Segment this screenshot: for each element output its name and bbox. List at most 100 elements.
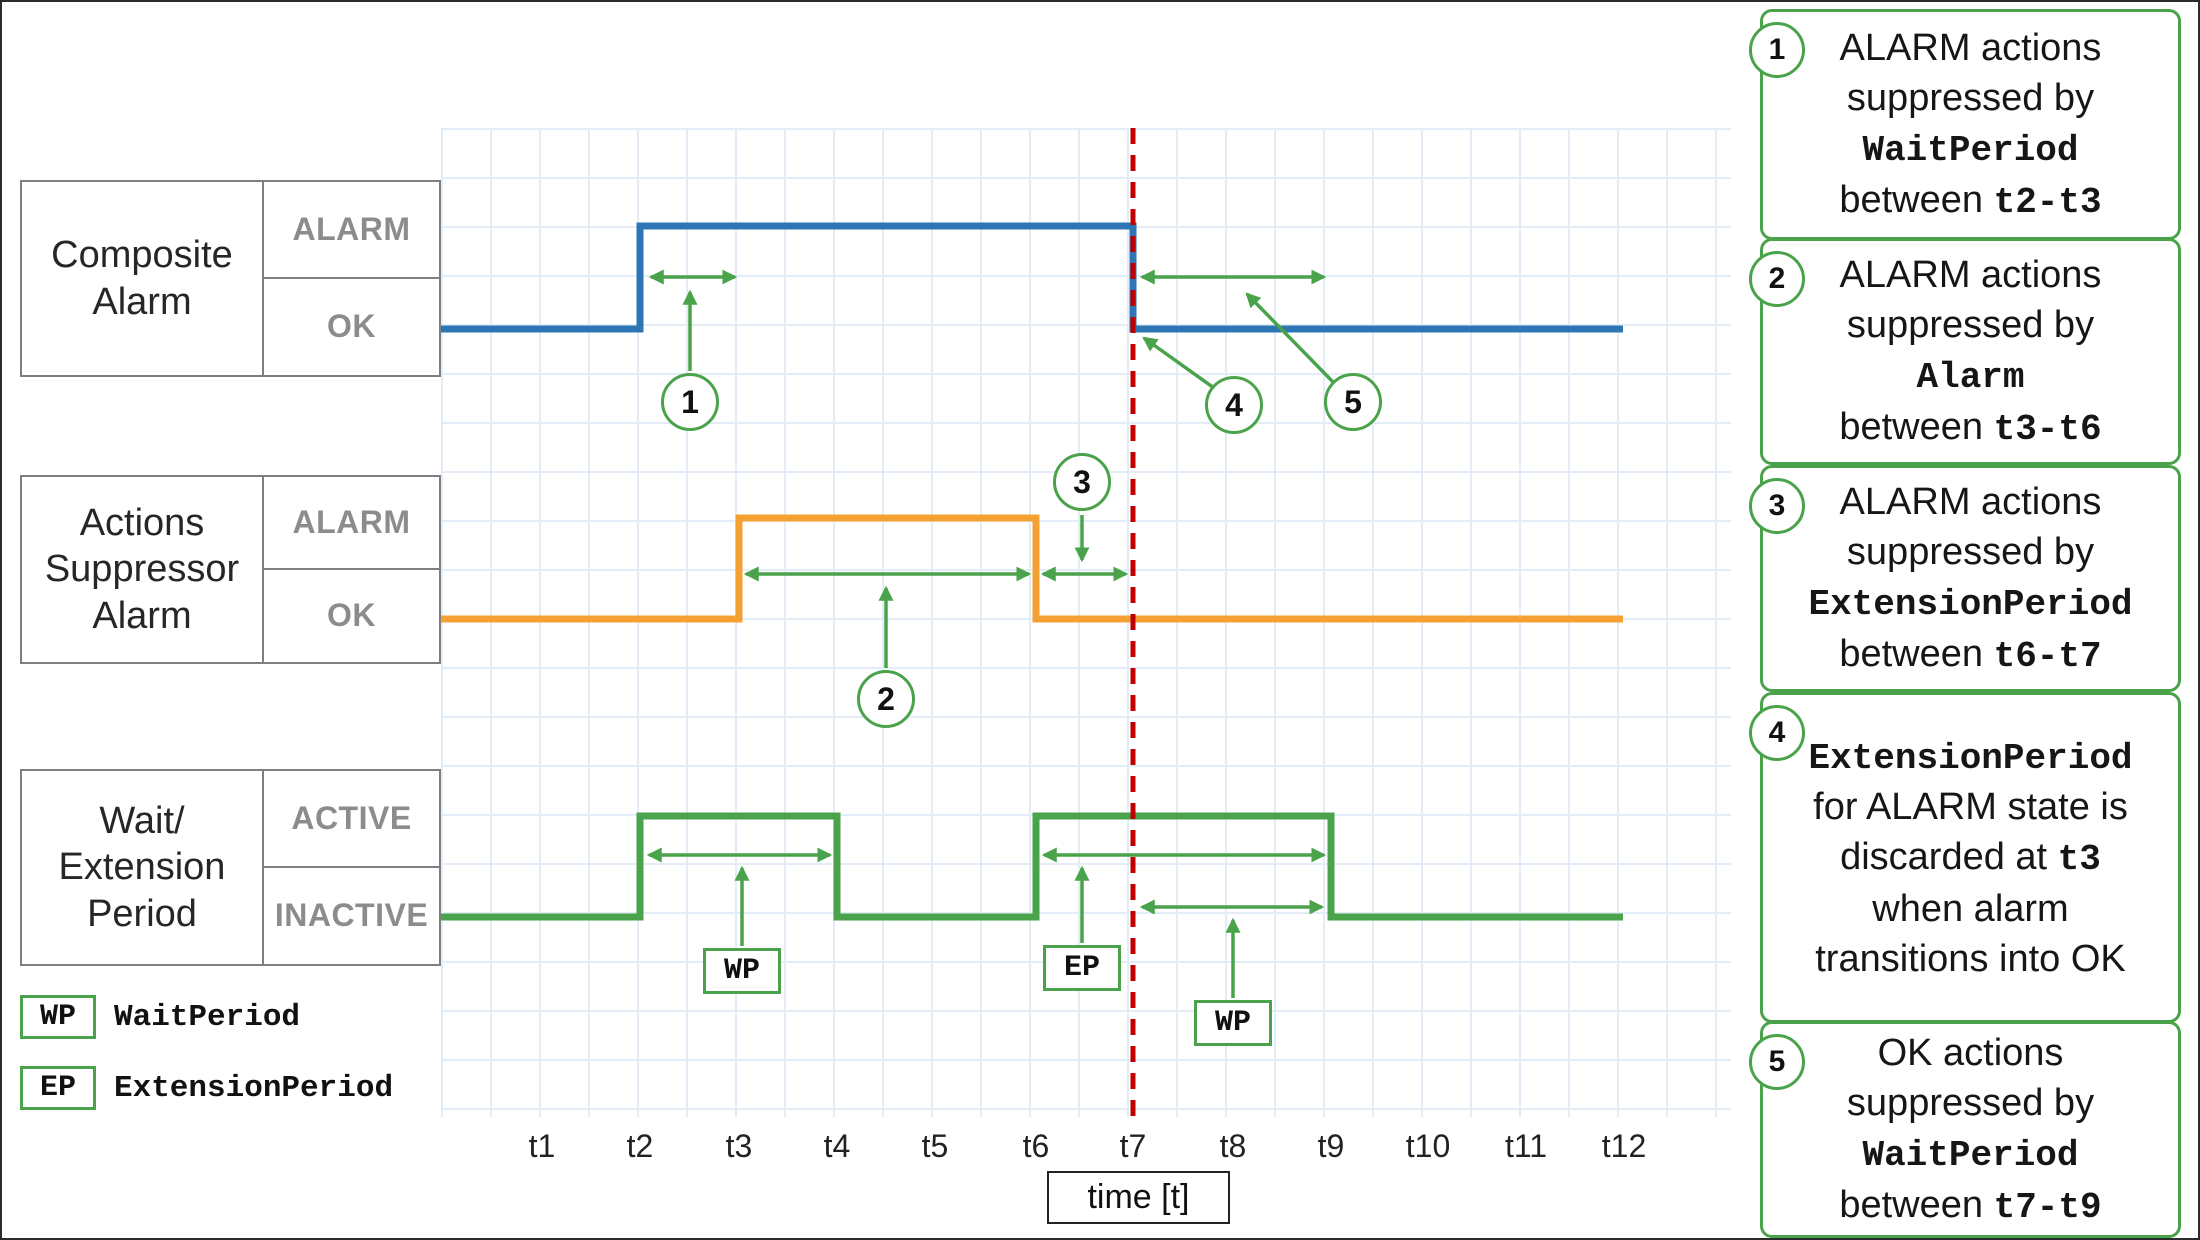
note-line: transitions into OK [1777,934,2164,984]
note-text: between [1839,405,1994,448]
axis-tick: t8 [1219,1128,1247,1164]
note-text: ALARM actions [1839,26,2102,69]
state-label-ok: OK [327,308,376,345]
note-5-number: 5 [1749,1034,1805,1090]
note-1-text: ALARM actions suppressed by WaitPeriod betw… [1777,23,2164,226]
axis-tick: t4 [823,1128,851,1164]
note-text: between [1839,178,1994,221]
note-line: suppressed by [1777,73,2164,123]
state-label-ok: OK [327,597,376,634]
note-text-mono: t6-t7 [1993,635,2102,677]
note-text-mono: WaitPeriod [1862,1135,2079,1177]
note-text: discarded at [1840,836,2058,879]
note-text: when alarm [1872,887,2069,930]
composite-alarm-trace [441,222,1623,333]
note-2-text: ALARM actions suppressed by Alarm between t… [1777,250,2164,453]
axis-tick: t3 [725,1128,753,1164]
note-text-mono: t2-t3 [1993,181,2102,223]
legend-ep-key: EP [20,1066,96,1110]
axis-tick: t2 [626,1128,654,1164]
note-text-mono: Alarm [1916,357,2025,399]
note-text: between [1839,1183,1994,1226]
note-line: suppressed by [1777,300,2164,350]
note-line: WaitPeriod [1777,123,2164,175]
note-line: between t2-t3 [1777,175,2164,227]
note-text-mono: t3-t6 [1993,408,2102,450]
note-text: suppressed by [1846,1081,2095,1124]
note-3-text: ALARM actions suppressed by ExtensionPerio… [1777,477,2164,680]
note-4-number: 4 [1749,705,1805,761]
note-line: ExtensionPeriod [1777,731,2164,783]
axis-tick: t9 [1317,1128,1345,1164]
note-text-mono: t7-t9 [1993,1186,2102,1228]
note-text: suppressed by [1846,530,2095,573]
callout-circle-3: 3 [1053,453,1111,511]
ep-tag: EP [1043,945,1121,991]
wp-tag-1: WP [703,948,781,994]
note-1-number: 1 [1749,22,1805,78]
pointer-from-circle-5 [1245,292,1335,384]
note-line: suppressed by [1777,527,2164,577]
note-5: 5 OK actions suppressed by WaitPeriod betwe… [1749,1021,2181,1238]
note-line: for ALARM state is [1777,782,2164,832]
row-label-wait-extension-period: Wait/ Extension Period ACTIVE INACTIVE [20,769,441,966]
axis-tick: t1 [528,1128,556,1164]
row-title: Wait/ Extension Period [22,771,264,964]
note-text: transitions into OK [1815,938,2126,981]
note-2: 2 ALARM actions suppressed by Alarm between… [1749,238,2181,465]
note-4: 4 ExtensionPeriod for ALARM state is disca… [1749,692,2181,1023]
state-label-inactive: INACTIVE [274,897,429,934]
note-line: WaitPeriod [1777,1128,2164,1180]
note-text: between [1839,632,1994,675]
note-line: between t6-t7 [1777,629,2164,681]
callout-circle-4: 4 [1205,376,1263,434]
state-label-active: ACTIVE [264,771,439,868]
row-label-composite-alarm: Composite Alarm ALARM OK [20,180,441,377]
axis-tick: t10 [1405,1128,1451,1164]
note-line: between t3-t6 [1777,402,2164,454]
note-line: ALARM actions [1777,250,2164,300]
row-label-actions-suppressor-alarm: Actions Suppressor Alarm ALARM OK [20,475,441,664]
note-line: ALARM actions [1777,477,2164,527]
note-line: Alarm [1777,350,2164,402]
legend-wp-key: WP [20,995,96,1039]
note-5-text: OK actions suppressed by WaitPeriod between… [1777,1028,2164,1231]
callout-circle-5: 5 [1324,373,1382,431]
suppressor-alarm-trace [441,514,1623,623]
note-4-text: ExtensionPeriod for ALARM state is discard… [1777,731,2164,985]
legend-wp-label: WaitPeriod [114,999,301,1035]
note-text-mono: ExtensionPeriod [1808,584,2133,626]
state-label-alarm: ALARM [264,182,439,279]
note-text: for ALARM state is [1813,786,2128,829]
note-line: OK actions [1777,1028,2164,1078]
note-3-number: 3 [1749,478,1805,534]
row-title: Actions Suppressor Alarm [22,477,264,662]
note-text: suppressed by [1846,303,2095,346]
pointer-from-circle-4 [1142,336,1216,390]
row-title: Composite Alarm [22,182,264,375]
axis-tick: t6 [1022,1128,1050,1164]
note-text: OK actions [1877,1031,2064,1074]
axis-tick: t11 [1504,1128,1548,1164]
note-line: suppressed by [1777,1078,2164,1128]
note-text: suppressed by [1846,76,2095,119]
state-label-alarm: ALARM [264,477,439,570]
axis-title-box: time [t] [1047,1171,1230,1224]
note-line: ExtensionPeriod [1777,577,2164,629]
note-line: ALARM actions [1777,23,2164,73]
callout-circle-2: 2 [857,670,915,728]
note-text-mono: WaitPeriod [1862,130,2079,172]
note-1: 1 ALARM actions suppressed by WaitPeriod be… [1749,9,2181,240]
note-2-number: 2 [1749,251,1805,307]
axis-tick: t7 [1119,1128,1147,1164]
legend-ep-label: ExtensionPeriod [114,1070,394,1106]
note-text-mono: t3 [2057,839,2101,881]
note-text: ALARM actions [1839,253,2102,296]
note-text-mono: ExtensionPeriod [1808,737,2133,779]
wait-extension-trace [441,812,1623,921]
wp-tag-2: WP [1194,1000,1272,1046]
axis-tick: t12 [1601,1128,1647,1164]
axis-tick: t5 [921,1128,949,1164]
